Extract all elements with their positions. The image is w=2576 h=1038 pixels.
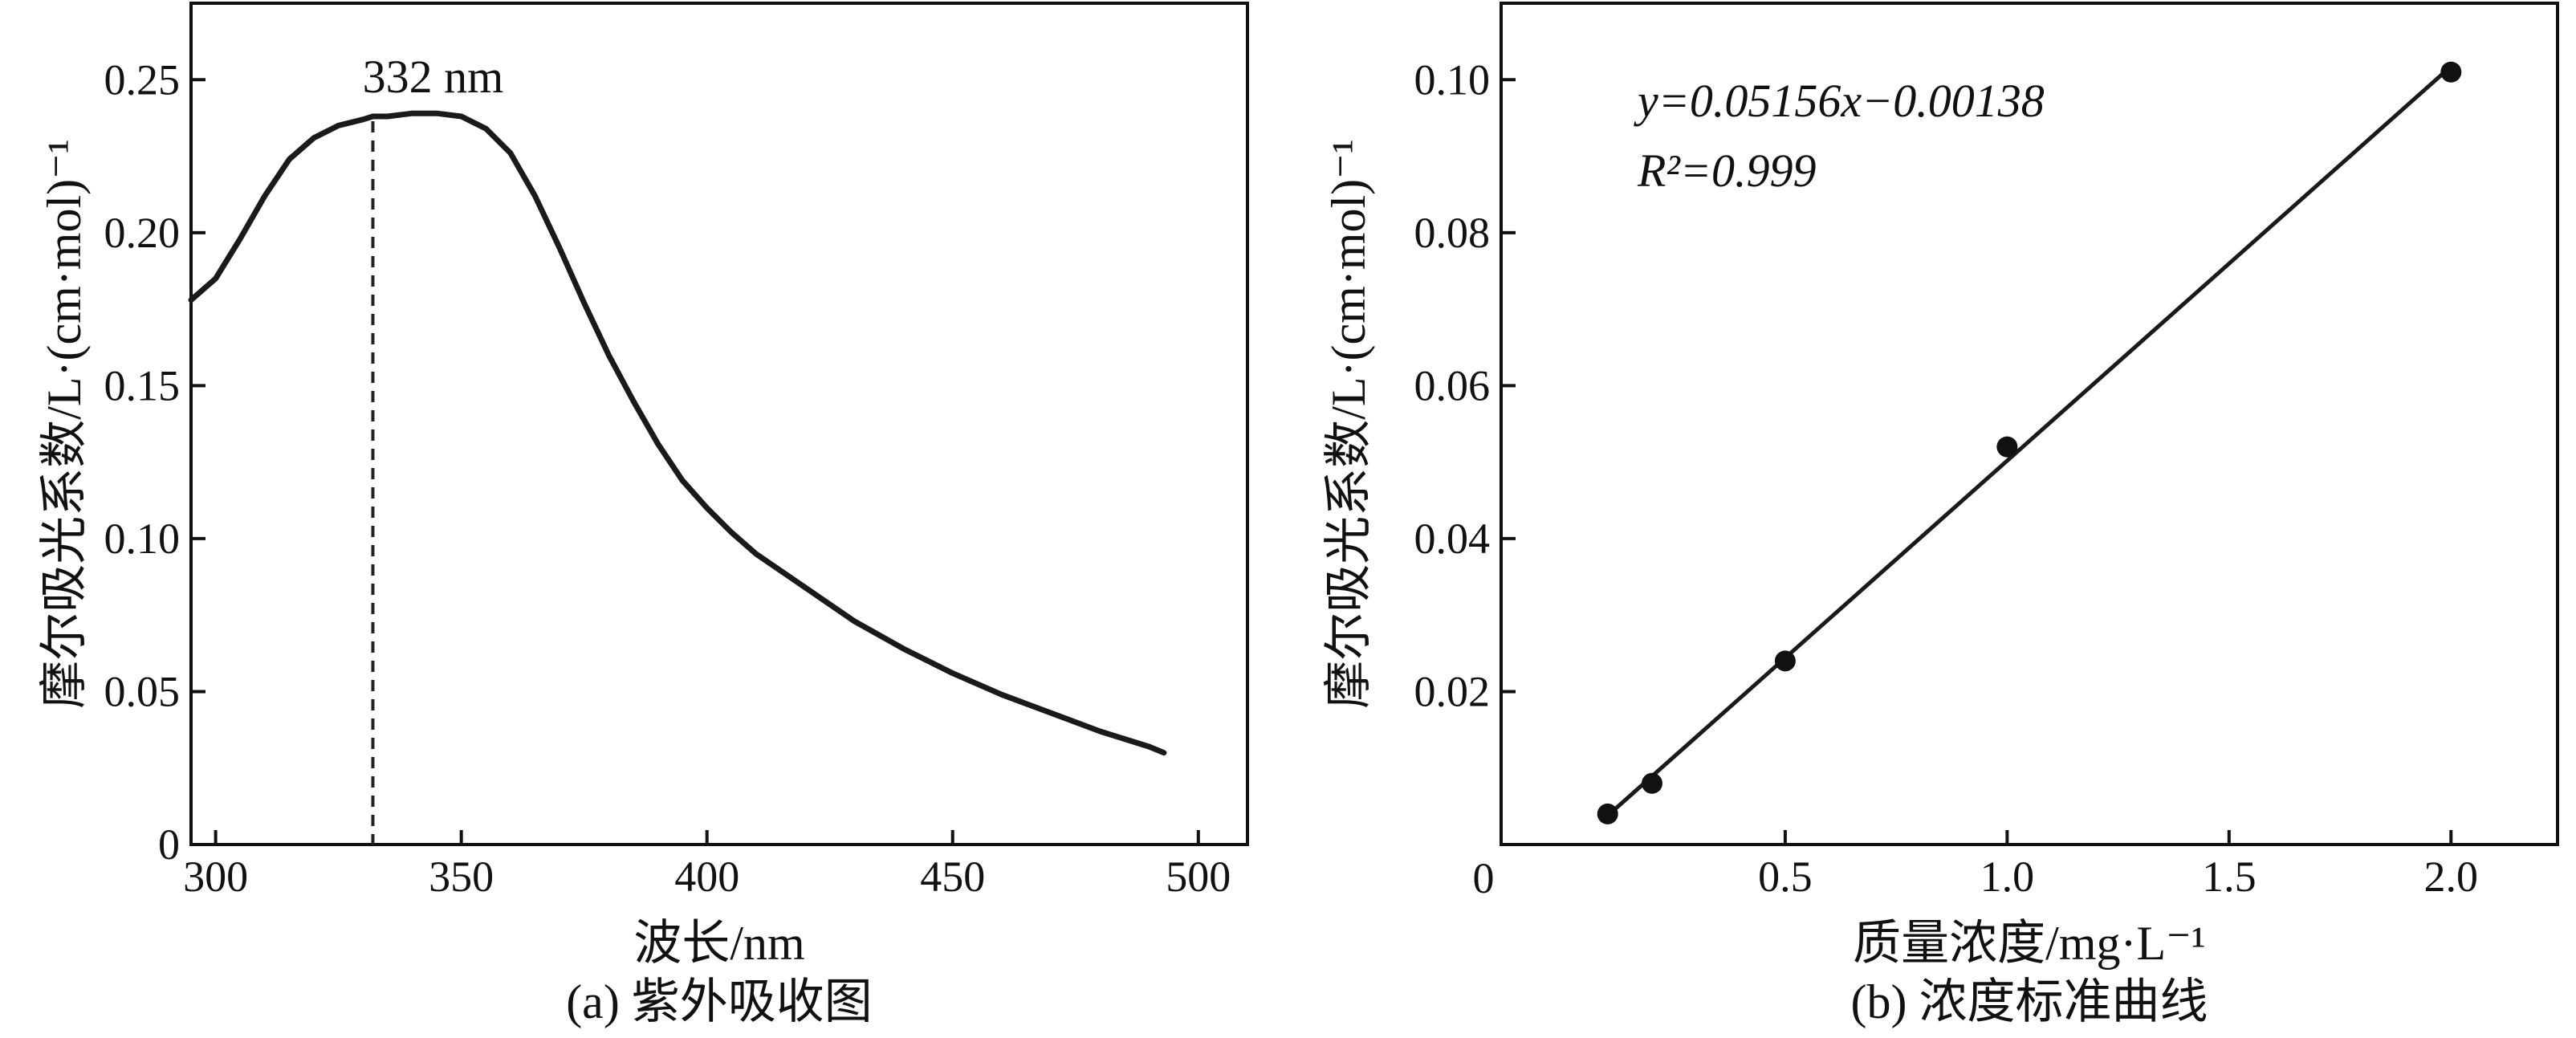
panel-a-absorption-curve — [188, 110, 1167, 756]
panel-a-x-ticks: 300 350 400 450 500 — [183, 830, 1231, 901]
panel-b-data-point — [1996, 436, 2018, 458]
panel-a-x-tick-label: 450 — [920, 853, 985, 901]
panel-b-concentration-standard-curve: 0 0.5 1.0 1.5 2.0 0.02 0.04 0.06 0.08 0.10 y=0.… — [1322, 2, 2559, 1028]
panel-a-y-tick-label: 0.25 — [104, 55, 181, 104]
panel-b-data-point — [1774, 650, 1796, 672]
panel-a-y-tick-label: 0 — [158, 820, 180, 869]
panel-a-y-tick-label: 0.15 — [104, 361, 181, 409]
panel-b-x-axis-title: 质量浓度/mg·L⁻¹ — [1853, 917, 2206, 970]
panel-a-y-tick-label: 0.05 — [104, 667, 181, 715]
panel-b-y-tick-label: 0.10 — [1414, 55, 1491, 104]
panel-b-origin-label: 0 — [1473, 854, 1495, 902]
panel-a-y-axis-title: 摩尔吸光系数/L·(cm·mol)⁻¹ — [38, 139, 91, 709]
panel-b-x-tick-label: 0.5 — [1758, 853, 1813, 901]
panel-b-y-axis-title: 摩尔吸光系数/L·(cm·mol)⁻¹ — [1322, 139, 1375, 709]
panel-a-y-ticks: 0 0.05 0.10 0.15 0.20 0.25 — [104, 55, 206, 869]
panel-b-plot-frame — [1500, 2, 2559, 846]
panel-b-y-tick-label: 0.06 — [1414, 361, 1491, 409]
panel-b-data-points — [1597, 61, 2462, 824]
panel-a-y-tick-label: 0.20 — [104, 209, 181, 257]
panel-b-data-point — [1597, 803, 1618, 824]
panel-b-y-tick-label: 0.08 — [1414, 209, 1491, 257]
panel-b-y-tick-label: 0.02 — [1414, 667, 1491, 715]
panel-a-x-tick-label: 500 — [1166, 853, 1231, 901]
panel-b-r-squared: R²=0.999 — [1637, 145, 1816, 197]
panel-a-peak-label: 332 nm — [363, 51, 504, 103]
panel-b-x-ticks: 0.5 1.0 1.5 2.0 — [1758, 830, 2478, 901]
panel-b-data-point — [1642, 772, 1662, 794]
panel-b-caption: (b) 浓度标准曲线 — [1851, 975, 2208, 1028]
panel-a-x-tick-label: 300 — [183, 853, 248, 901]
panel-b-equation: y=0.05156x−0.00138 — [1634, 75, 2045, 127]
panel-a-x-tick-label: 400 — [674, 853, 739, 901]
panel-b-x-tick-label: 2.0 — [2424, 853, 2479, 901]
panel-b-y-tick-label: 0.04 — [1414, 515, 1491, 563]
panel-a-caption: (a) 紫外吸收图 — [566, 975, 873, 1028]
panel-a-y-tick-label: 0.10 — [104, 515, 181, 563]
panel-b-y-ticks: 0.02 0.04 0.06 0.08 0.10 — [1414, 55, 1516, 715]
panel-a-x-axis-title: 波长/nm — [633, 917, 804, 970]
panel-b-x-tick-label: 1.5 — [2202, 853, 2257, 901]
panel-a-uv-absorption-chart: 300 350 400 450 500 0 0.05 0.10 0.15 0.20 0.25 33… — [38, 2, 1249, 1028]
panel-a-x-tick-label: 350 — [429, 853, 494, 901]
panel-b-data-point — [2440, 61, 2462, 83]
panel-b-fit-line — [1605, 64, 2453, 818]
panel-b-x-tick-label: 1.0 — [1980, 853, 2035, 901]
panel-a-plot-frame — [189, 2, 1249, 846]
